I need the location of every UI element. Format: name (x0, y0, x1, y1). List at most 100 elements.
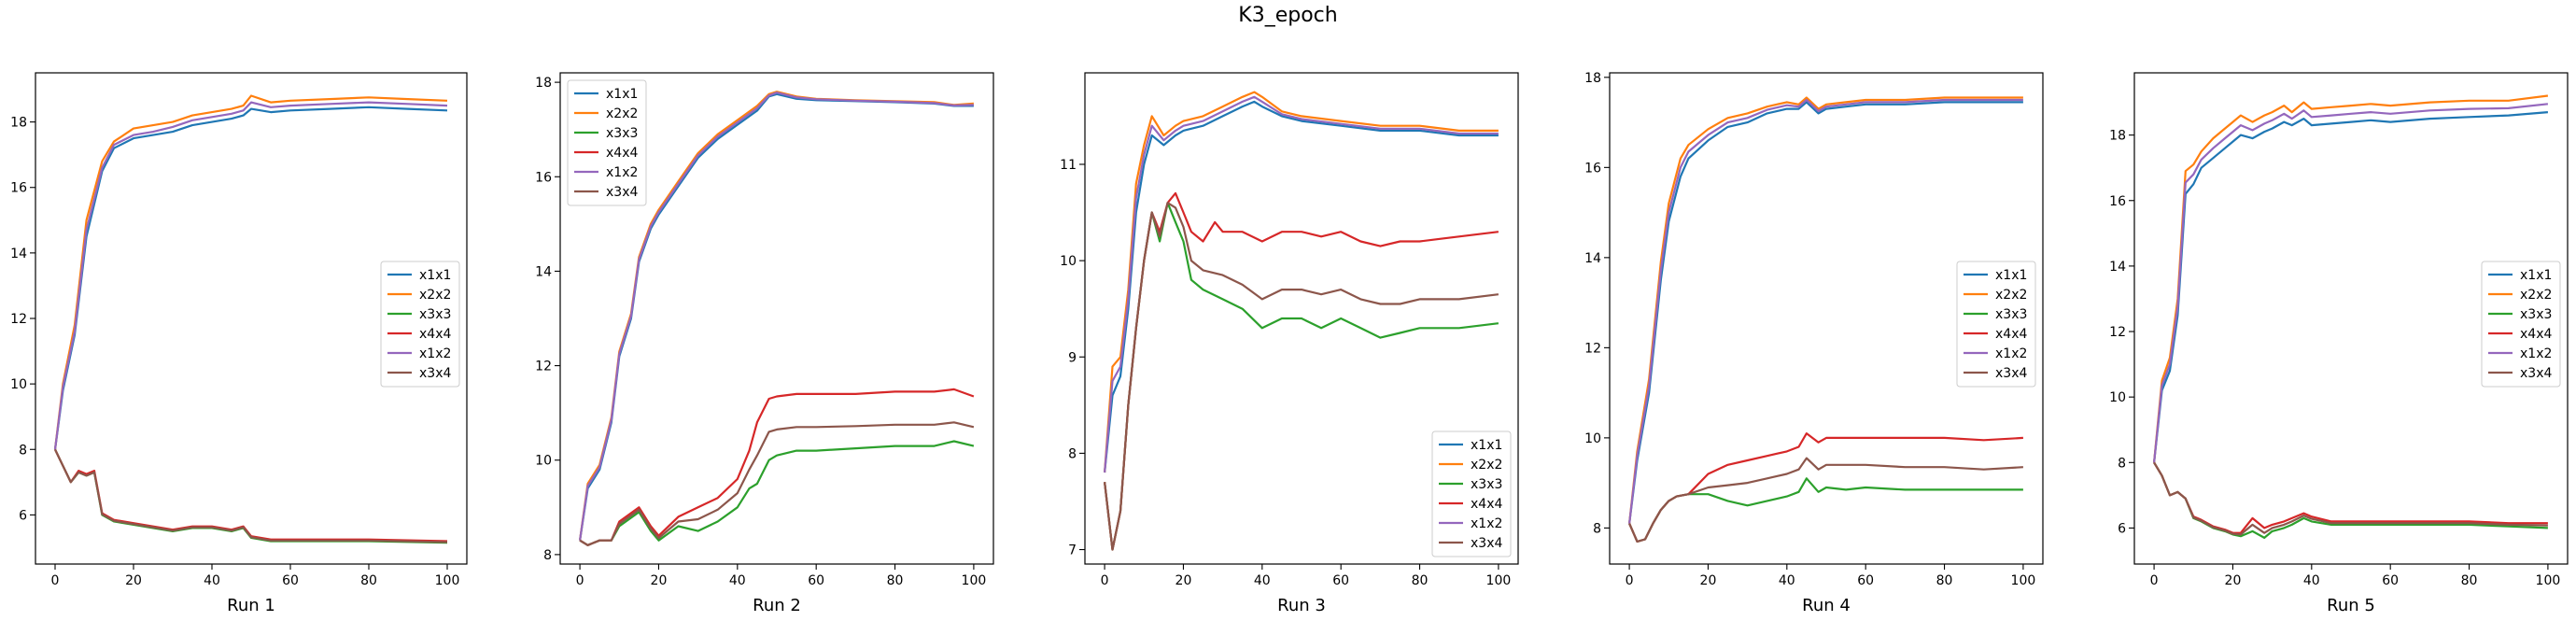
series-group (53, 94, 448, 544)
legend-frame (1956, 261, 2036, 388)
legend-label-x3x4: x3x4 (1995, 366, 2027, 381)
x-tick-label: 60 (1332, 573, 1349, 588)
legend: x1x1 x2x2 x3x3 x4x4 x1x2 x3x4 (2481, 261, 2561, 388)
legend-label-x2x2: x2x2 (2520, 288, 2552, 303)
legend: x1x1 x2x2 x3x3 x4x4 x1x2 x3x4 (567, 79, 647, 206)
series-line-x3x3 (54, 448, 448, 544)
y-tick-label: 6 (19, 508, 27, 523)
legend: x1x1 x2x2 x3x3 x4x4 x1x2 x3x4 (1956, 261, 2036, 388)
x-tick-label: 80 (887, 573, 904, 588)
series-line-x3x4 (54, 448, 448, 543)
x-tick-label: 80 (360, 573, 377, 588)
series-line-x3x4 (1104, 202, 1499, 551)
x-tick-label: 20 (125, 573, 142, 588)
y-tick-label: 18 (2109, 129, 2126, 144)
y-tick-label: 16 (1584, 161, 1601, 176)
y-tick-label: 16 (10, 181, 27, 196)
series-line-x1x1 (1628, 101, 2023, 524)
legend-label-x1x2: x1x2 (1471, 516, 1502, 531)
y-tick-label: 10 (10, 377, 27, 392)
x-tick-label: 100 (435, 573, 460, 588)
x-tick-label: 80 (1936, 573, 1953, 588)
y-tick-label: 18 (10, 116, 27, 131)
y-tick-label: 8 (1593, 521, 1601, 536)
y-tick-label: 10 (1584, 431, 1601, 446)
legend-label-x2x2: x2x2 (419, 288, 451, 303)
x-tick-label: 60 (1857, 573, 1874, 588)
x-tick-label: 0 (1626, 573, 1634, 588)
y-tick-label: 10 (2109, 390, 2126, 405)
legend-label-x2x2: x2x2 (1995, 288, 2027, 303)
series-line-x3x4 (1628, 457, 2023, 543)
y-tick-label: 9 (1068, 350, 1077, 365)
legend-label-x3x4: x3x4 (1471, 536, 1502, 551)
series-line-x3x4 (579, 421, 975, 546)
x-axis-label: Run 2 (753, 596, 801, 615)
y-tick-label: 12 (10, 312, 27, 327)
y-tick-label: 16 (2109, 194, 2126, 209)
x-tick-label: 80 (1412, 573, 1429, 588)
series-line-x2x2 (1628, 96, 2023, 524)
x-tick-label: 0 (1101, 573, 1109, 588)
legend-label-x4x4: x4x4 (1995, 327, 2027, 342)
y-tick-label: 14 (535, 264, 552, 279)
chart-panel-4: 0 20 40 60 80 100 8 10 12 14 16 18 Run 4 x1x1 x2x2 x3x3… (1584, 71, 2044, 615)
y-tick-label: 8 (543, 548, 552, 563)
series-line-x1x2 (1628, 98, 2023, 524)
y-tick-label: 14 (2109, 260, 2126, 275)
chart-panel-1: 0 20 40 60 80 100 6 8 10 12 14 16 18 Run 1 x1x1 x2x2 x3x… (10, 72, 468, 615)
x-axis-label: Run 5 (2327, 596, 2375, 615)
legend-label-x3x4: x3x4 (419, 366, 451, 381)
series-line-x1x1 (1104, 100, 1499, 473)
chart-panel-5: 0 20 40 60 80 100 6 8 10 12 14 16 18 Run 5 x1x1 x2x2 x3x… (2109, 72, 2569, 615)
x-tick-label: 100 (2011, 573, 2036, 588)
y-tick-label: 8 (1068, 446, 1077, 461)
x-tick-label: 80 (2461, 573, 2478, 588)
x-axis-label: Run 1 (227, 596, 275, 615)
legend-label-x3x3: x3x3 (606, 126, 638, 141)
series-line-x1x2 (2153, 103, 2549, 463)
x-tick-label: 0 (51, 573, 60, 588)
y-tick-label: 11 (1060, 158, 1077, 173)
series-line-x2x2 (53, 94, 448, 450)
legend-label-x3x4: x3x4 (606, 185, 638, 200)
legend-label-x3x4: x3x4 (2520, 366, 2552, 381)
series-line-x1x1 (53, 106, 448, 450)
legend-label-x3x3: x3x3 (1471, 477, 1502, 492)
legend-label-x3x3: x3x3 (2520, 307, 2552, 322)
x-tick-label: 20 (2225, 573, 2242, 588)
legend-label-x1x2: x1x2 (606, 165, 638, 180)
series-line-x2x2 (1104, 91, 1499, 473)
axes-frame (2133, 72, 2569, 565)
x-tick-label: 20 (1700, 573, 1717, 588)
figure-title: K3_epoch (1238, 4, 1338, 27)
legend: x1x1 x2x2 x3x3 x4x4 x1x2 x3x4 (380, 261, 460, 388)
x-tick-label: 20 (651, 573, 668, 588)
series-line-x3x4 (2153, 461, 2548, 536)
legend-label-x4x4: x4x4 (419, 327, 451, 342)
chart-panel-3: 0 20 40 60 80 100 7 8 9 10 11 Run 3 x1x1 x2x2 x3x3 x4x4… (1060, 72, 1519, 615)
x-tick-label: 20 (1175, 573, 1192, 588)
x-tick-label: 40 (1254, 573, 1271, 588)
x-axis-label: Run 3 (1277, 596, 1326, 615)
legend-frame (380, 261, 460, 388)
legend: x1x1 x2x2 x3x3 x4x4 x1x2 x3x4 (1431, 430, 1512, 557)
series-group (1104, 91, 1499, 551)
y-tick-label: 16 (535, 170, 552, 185)
x-tick-label: 60 (808, 573, 824, 588)
legend-label-x1x2: x1x2 (2520, 346, 2552, 361)
y-tick-label: 12 (535, 360, 552, 374)
x-tick-label: 100 (1486, 573, 1512, 588)
y-tick-label: 12 (2109, 325, 2126, 340)
legend-label-x1x1: x1x1 (419, 268, 451, 283)
y-tick-label: 14 (1584, 251, 1601, 266)
legend-label-x1x2: x1x2 (419, 346, 451, 361)
x-tick-label: 40 (1779, 573, 1795, 588)
x-tick-label: 100 (2536, 573, 2561, 588)
axes-frame (1084, 72, 1519, 565)
series-line-x3x3 (579, 440, 975, 546)
series-line-x3x3 (1628, 477, 2023, 543)
x-tick-label: 40 (204, 573, 220, 588)
legend-label-x4x4: x4x4 (1471, 497, 1502, 512)
axes-frame (559, 72, 994, 565)
